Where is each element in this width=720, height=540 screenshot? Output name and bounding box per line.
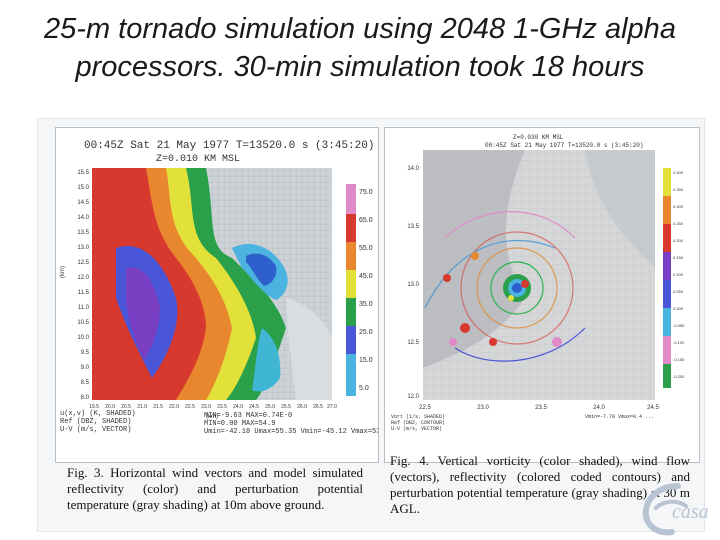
fig4-footer-line: Ref (DBZ, CONTOUR) xyxy=(391,420,446,426)
fig3-colorbar-label: 65.0 xyxy=(359,217,373,224)
fig4-footer-line: Vmin=-7.79 Vmax=0.4 ... xyxy=(585,414,655,420)
fig4-footer-line: U-V (m/s, VECTOR) xyxy=(391,426,443,432)
fig3-y-tick: 10.5 xyxy=(77,320,89,326)
fig4-colorbar-label: 0.300 xyxy=(673,204,684,209)
fig3-footer-line: U-V (m/s, VECTOR) xyxy=(60,426,132,434)
figure-3-header-line1: 00:45Z Sat 21 May 1977 T=13520.0 s (3:45… xyxy=(84,140,375,152)
fig3-y-tick: 15.0 xyxy=(77,185,89,191)
fig3-colorbar-label: 35.0 xyxy=(359,301,373,308)
fig3-y-tick: 9.0 xyxy=(81,365,90,371)
fig3-x-tick: 24.5 xyxy=(249,404,259,410)
fig3-y-tick: 9.5 xyxy=(81,350,90,356)
fig3-x-tick: 22.0 xyxy=(169,404,179,410)
figure-4-header-line1: Z=0.030 KM MSL xyxy=(513,134,564,141)
figure-4-footer-right: Vmin=-7.79 Vmax=0.4 ... xyxy=(585,414,654,420)
fig4-y-tick: 13.5 xyxy=(407,224,419,230)
fig4-colorbar-label: 0.350 xyxy=(673,187,684,192)
fig4-x-tick: 23.0 xyxy=(477,405,489,411)
fig4-y-tick: 12.5 xyxy=(407,340,419,346)
fig3-x-tick: 25.5 xyxy=(281,404,291,410)
logo-text: casa xyxy=(672,501,709,523)
fig4-colorbar-label: 0.400 xyxy=(673,170,684,175)
fig3-x-tick: 23.5 xyxy=(217,404,227,410)
fig4-colorbar-label: -0.200 xyxy=(673,374,685,379)
figure-3-footer-right: MIN=-9.63 MAX=0.74E-0 MIN=0.00 MAX=54.9 … xyxy=(204,412,379,436)
fig3-y-tick: 11.5 xyxy=(78,290,90,296)
fig3-y-tick: 13.5 xyxy=(77,230,89,236)
fig4-colorbar-label: 0.200 xyxy=(673,238,684,243)
figure-3-header-line2: Z=0.010 KM MSL xyxy=(156,154,241,165)
content-panel: 00:45Z Sat 21 May 1977 T=13520.0 s (3:45… xyxy=(37,118,705,532)
fig3-footer-line: MIN=-9.63 MAX=0.74E-0 xyxy=(204,412,293,420)
fig3-colorbar-label: 5.0 xyxy=(359,385,369,392)
fig3-y-axis-unit: (km) xyxy=(60,266,66,278)
fig4-colorbar-label: 0.150 xyxy=(673,255,684,260)
fig3-x-axis-unit: (km) xyxy=(206,414,218,420)
fig3-colorbar-label: 45.0 xyxy=(359,273,373,280)
fig4-colorbar-label: -0.050 xyxy=(673,323,685,328)
figure-4-plot: Z=0.030 KM MSL 00:45Z Sat 21 May 1977 T=… xyxy=(384,127,700,463)
fig3-x-tick: 24.0 xyxy=(233,404,243,410)
casa-logo: casa xyxy=(642,483,709,536)
fig4-x-tick: 24.5 xyxy=(647,405,659,411)
fig3-y-tick: 15.5 xyxy=(77,170,89,176)
fig4-x-tick: 22.5 xyxy=(419,405,431,411)
figure-4-footer-left: Vort (1/s, SHADED) Ref (DBZ, CONTOUR) U-… xyxy=(391,414,445,432)
fig4-y-tick: 12.0 xyxy=(407,394,419,400)
fig3-colorbar-label: 25.0 xyxy=(359,329,373,336)
fig3-x-tick: 26.0 xyxy=(297,404,307,410)
fig3-x-tick: 19.5 xyxy=(89,404,99,410)
fig3-x-tick: 20.0 xyxy=(105,404,115,410)
figure-4-caption: Fig. 4. Vertical vorticity (color shaded… xyxy=(390,453,690,516)
fig4-colorbar-label: 0.000 xyxy=(673,306,684,311)
fig4-y-tick: 14.0 xyxy=(407,166,419,172)
figure-4-header-line2: 00:45Z Sat 21 May 1977 T=13520.0 s (3:45… xyxy=(485,142,644,149)
figure-3-image: 5.0 15.0 25.0 35.0 45.0 55.0 65.0 75.0 1… xyxy=(60,168,373,420)
slide-title: 25-m tornado simulation using 2048 1-GHz… xyxy=(44,13,676,83)
fig3-footer-line: u(x,v) (K, SHADED) xyxy=(60,410,136,418)
fig3-x-tick: 23.0 xyxy=(201,404,211,410)
fig3-colorbar-label: 55.0 xyxy=(359,245,373,252)
fig4-x-tick: 23.5 xyxy=(535,405,547,411)
fig4-colorbar-label: 0.050 xyxy=(673,289,684,294)
fig3-y-tick: 14.5 xyxy=(77,200,89,206)
fig4-colorbar-label: 0.100 xyxy=(673,272,684,277)
fig3-footer-line: Ref (DBZ, SHADED) xyxy=(60,418,132,426)
fig3-x-tick: 27.0 xyxy=(327,404,337,410)
fig4-colorbar-label: 0.250 xyxy=(673,221,684,226)
fig4-colorbar-label: -0.100 xyxy=(673,340,685,345)
fig4-footer-line: Vort (1/s, SHADED) xyxy=(391,414,446,420)
fig3-x-tick: 26.5 xyxy=(313,404,323,410)
fig3-y-tick: 13.0 xyxy=(77,245,89,251)
fig4-colorbar-label: -0.150 xyxy=(673,357,685,362)
fig3-footer-line: MIN=0.00 MAX=54.9 xyxy=(204,420,276,428)
fig3-x-tick: 25.0 xyxy=(265,404,275,410)
fig3-x-tick: 22.5 xyxy=(185,404,195,410)
fig3-y-tick: 8.5 xyxy=(81,380,90,386)
fig3-y-tick: 11.0 xyxy=(78,305,90,311)
figure-3-plot: 00:45Z Sat 21 May 1977 T=13520.0 s (3:45… xyxy=(55,127,379,463)
fig3-footer-line: Umin=-42.18 Umax=55.35 Vmin=-45.12 Vmax=… xyxy=(204,428,379,436)
figure-4-image: 0.400 0.350 0.300 0.250 0.200 0.150 0.10… xyxy=(407,150,685,411)
fig3-x-tick: 20.5 xyxy=(121,404,131,410)
fig3-y-tick: 12.5 xyxy=(77,260,89,266)
figure-3-caption: Fig. 3. Horizontal wind vectors and mode… xyxy=(67,465,363,512)
fig3-x-tick: 21.5 xyxy=(153,404,163,410)
fig3-y-tick: 12.0 xyxy=(77,275,89,281)
fig3-x-tick: 21.0 xyxy=(137,404,147,410)
fig3-y-tick: 8.0 xyxy=(81,395,90,401)
fig3-y-tick: 10.0 xyxy=(77,335,89,341)
fig4-y-tick: 13.0 xyxy=(407,282,419,288)
fig3-colorbar-label: 15.0 xyxy=(359,357,373,364)
fig3-y-tick: 14.0 xyxy=(77,215,89,221)
fig4-x-tick: 24.0 xyxy=(593,405,605,411)
fig3-colorbar-label: 75.0 xyxy=(359,189,373,196)
figure-3-footer-left: u(x,v) (K, SHADED) Ref (DBZ, SHADED) U-V… xyxy=(60,410,136,434)
